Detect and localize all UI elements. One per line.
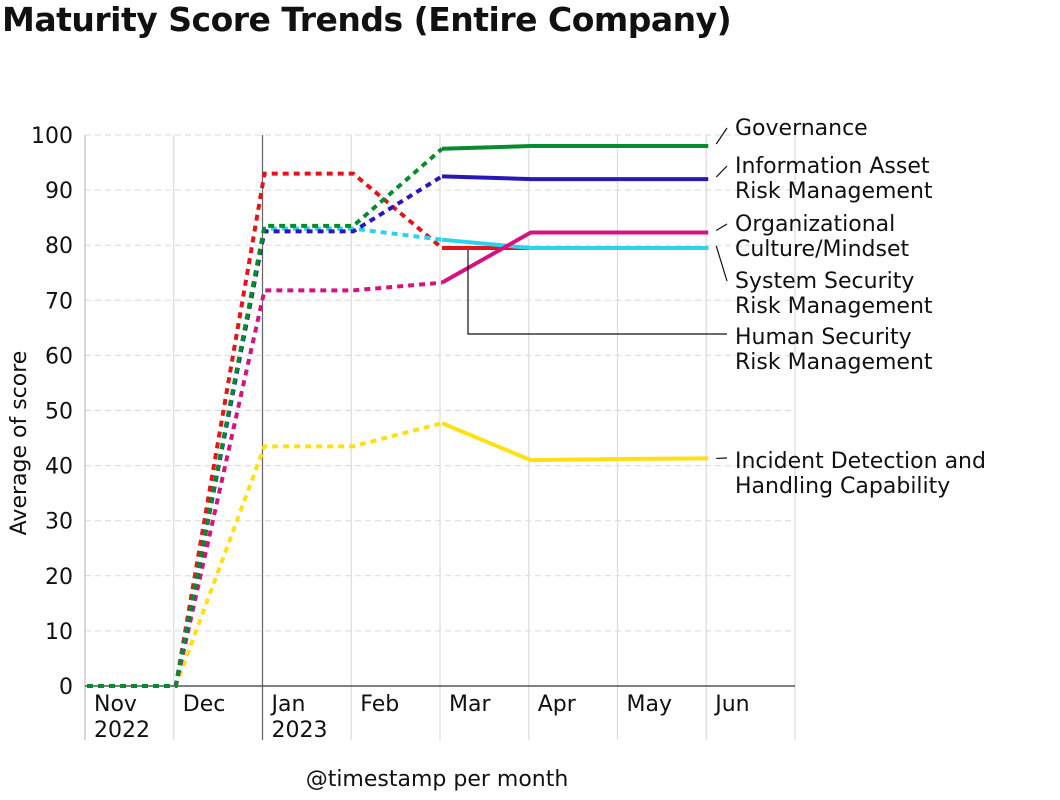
leader-line-human-security-risk-management <box>467 249 727 335</box>
x-tick-label: Mar <box>449 692 491 717</box>
y-tick-label: 0 <box>59 675 73 700</box>
series-label-system-security-risk-management: System Security Risk Management <box>735 269 933 319</box>
series-label-human-security-risk-management: Human Security Risk Management <box>735 325 933 375</box>
series-label-information-asset-risk-management: Information Asset Risk Management <box>735 154 933 204</box>
x-tick-label: Dec <box>183 692 226 717</box>
series-line-system-security-risk-management <box>441 237 709 250</box>
series-lines <box>87 144 709 688</box>
series-label-governance: Governance <box>735 116 868 141</box>
y-tick-label: 50 <box>45 400 73 425</box>
y-tick-label: 100 <box>31 124 73 149</box>
x-tick-label: Jun <box>713 692 749 717</box>
series-labels: Governance Information Asset Risk Manageme… <box>467 116 986 499</box>
series-line-organizational-culture-mindset <box>441 230 709 285</box>
series-line-governance <box>441 144 709 151</box>
series-line-dotted-governance <box>87 147 444 688</box>
axes <box>84 135 795 740</box>
x-tick-label: Feb <box>360 692 399 717</box>
grid-lines <box>85 134 796 740</box>
series-line-dotted-incident-detection-and-handling-capability <box>87 421 443 688</box>
y-tick-label: 10 <box>45 620 73 645</box>
leader-line-information-asset-risk-management <box>715 165 728 178</box>
y-tick-label: 30 <box>45 510 73 535</box>
x-tick-label: Apr <box>538 692 577 717</box>
series-line-dotted-human-security-risk-management <box>87 171 444 688</box>
x-tick-labels: Nov 2022 Dec Jan 2023 Feb Mar Apr May Jun <box>94 692 750 743</box>
series-label-incident-detection-and-handling-capability: Incident Detection and Handling Capabilit… <box>735 449 986 499</box>
y-tick-label: 20 <box>45 565 73 590</box>
y-axis-title: Average of score <box>7 351 32 536</box>
series-line-dotted-information-asset-risk-management <box>87 174 444 688</box>
series-line-incident-detection-and-handling-capability <box>441 421 709 463</box>
chart-title: Maturity Score Trends (Entire Company) <box>2 0 732 39</box>
y-tick-label: 40 <box>45 455 73 480</box>
leader-line-governance <box>715 127 728 145</box>
y-tick-label: 70 <box>45 289 73 314</box>
leader-line-organizational-culture-mindset <box>715 223 728 232</box>
x-axis-title: @timestamp per month <box>306 767 569 792</box>
series-line-dotted-organizational-culture-mindset <box>87 280 443 688</box>
y-tick-label: 60 <box>45 344 73 369</box>
x-tick-label: May <box>627 692 672 717</box>
leader-line-system-security-risk-management <box>715 245 728 282</box>
series-line-information-asset-risk-management <box>441 174 709 182</box>
y-tick-labels: 0 10 20 30 40 50 60 70 80 90 100 <box>31 124 73 700</box>
x-tick-label: Nov 2022 <box>94 692 150 743</box>
series-label-organizational-culture-mindset: Organizational Culture/Mindset <box>735 212 909 262</box>
y-tick-label: 90 <box>45 179 73 204</box>
y-tick-label: 80 <box>45 234 73 259</box>
x-tick-label: Jan 2023 <box>270 692 328 743</box>
